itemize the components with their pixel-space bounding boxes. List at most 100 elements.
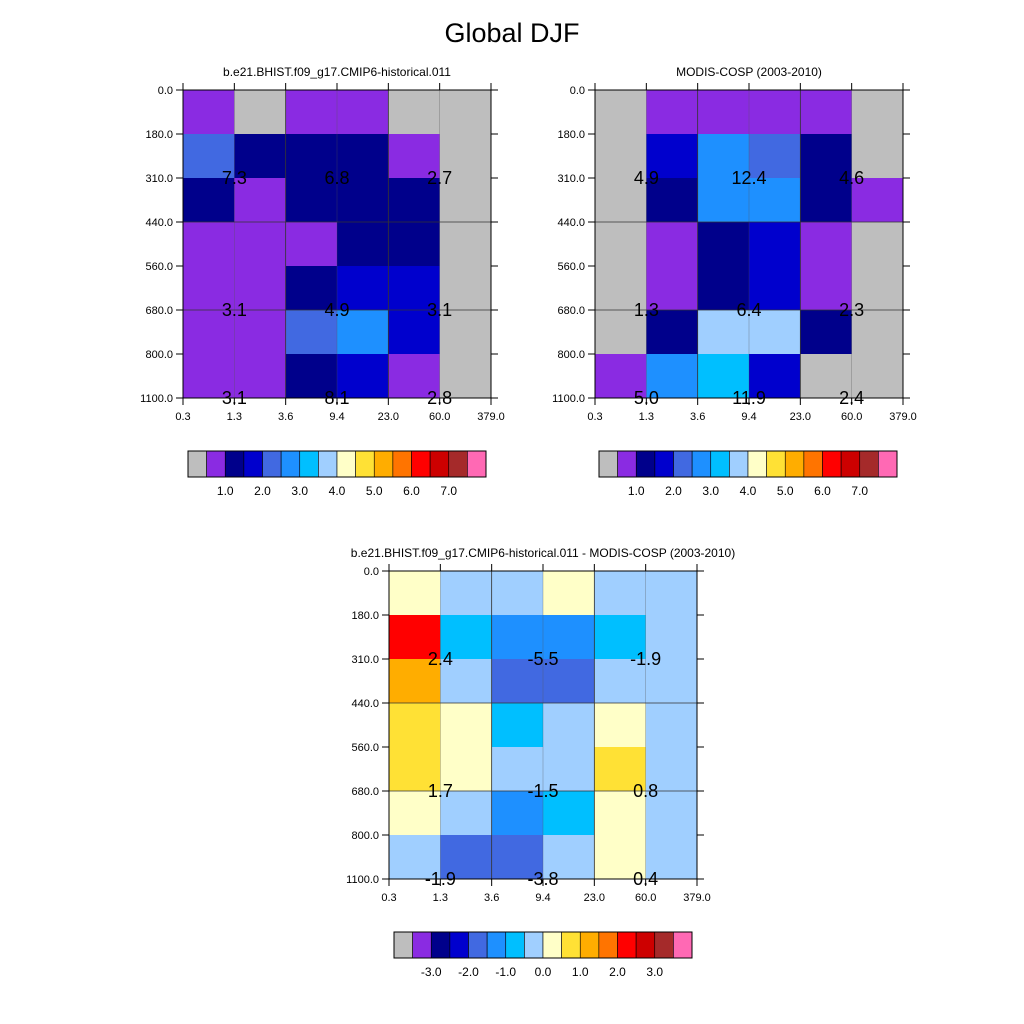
y-tick-label: 440.0: [557, 217, 585, 229]
heatmap-cell: [851, 310, 904, 355]
heatmap-cell: [388, 222, 441, 267]
heatmap-cell: [440, 835, 493, 880]
colorbar-label: -1.0: [495, 965, 516, 979]
heatmap-cell: [285, 266, 338, 311]
y-tick-label: 560.0: [145, 261, 173, 273]
data-label: 3.1: [222, 300, 247, 320]
colorbar-label: 1.0: [217, 484, 234, 498]
colorbar-box: [355, 450, 375, 478]
colorbar-box: [617, 450, 637, 478]
heatmap-cell: [389, 659, 441, 704]
x-tick-label: 1.3: [433, 892, 448, 904]
heatmap-cell: [697, 354, 750, 399]
y-tick-label: 310.0: [557, 173, 585, 185]
heatmap-cell: [595, 178, 647, 223]
colorbar-frame: [393, 931, 693, 959]
y-tick-label: 560.0: [557, 261, 585, 273]
x-tick-label: 0.3: [381, 892, 396, 904]
heatmap-cell: [234, 222, 287, 267]
heatmap-cell: [800, 178, 853, 223]
heatmap-cell: [595, 134, 647, 179]
heatmap-cell: [800, 354, 853, 399]
colorbar-label: 2.0: [254, 484, 271, 498]
heatmap-cell: [645, 571, 698, 616]
colorbar-label: 5.0: [366, 484, 383, 498]
heatmap-cell: [697, 178, 750, 223]
heatmap-cell: [543, 747, 595, 792]
data-label: 12.4: [731, 168, 766, 188]
colorbar-box: [187, 450, 207, 478]
heatmap-cell: [285, 310, 338, 355]
data-label: 8.1: [324, 388, 349, 408]
heatmap-cell: [337, 178, 389, 223]
x-tick-label: 9.4: [741, 411, 756, 423]
heatmap-cell: [800, 266, 853, 311]
data-label: 0.8: [633, 781, 658, 801]
x-tick-label: 379.0: [889, 411, 917, 423]
heatmap-cell: [439, 310, 492, 355]
x-tick-label: 60.0: [429, 411, 450, 423]
heatmap-cell: [543, 571, 595, 616]
y-tick-label: 0.0: [570, 85, 585, 97]
heatmap-cell: [234, 266, 287, 311]
data-label: 4.9: [634, 168, 659, 188]
heatmap-cell: [595, 310, 647, 355]
heatmap-cell: [234, 310, 287, 355]
heatmap-cell: [388, 310, 441, 355]
colorbar-box: [280, 450, 301, 478]
heatmap-cell: [697, 222, 750, 267]
heatmap-cell: [337, 134, 389, 179]
heatmap-cell: [337, 90, 389, 135]
colorbar-box: [468, 931, 488, 959]
heatmap-cell: [749, 178, 801, 223]
heatmap-cell: [439, 178, 492, 223]
data-label: -1.5: [527, 781, 558, 801]
heatmap-cell: [183, 222, 235, 267]
heatmap-cell: [439, 354, 492, 399]
data-label: 3.1: [427, 300, 452, 320]
data-label: 2.4: [428, 649, 453, 669]
heatmap-cell: [594, 703, 647, 748]
colorbar-label: 6.0: [814, 484, 831, 498]
colorbar-label: 5.0: [777, 484, 794, 498]
y-tick-label: 680.0: [145, 305, 173, 317]
data-label: -5.5: [527, 649, 558, 669]
heatmap-cell: [234, 178, 287, 223]
heatmap-cell: [645, 747, 698, 792]
heatmap-cell: [389, 791, 441, 836]
heatmap-cell: [851, 178, 904, 223]
colorbar-label: -2.0: [458, 965, 479, 979]
colorbar-box: [429, 450, 450, 478]
colorbar-label: 7.0: [851, 484, 868, 498]
heatmap-cell: [697, 134, 750, 179]
heatmap-cell: [645, 835, 698, 880]
colorbar-box: [206, 450, 226, 478]
heatmap-cell: [645, 703, 698, 748]
heatmap-cell: [749, 222, 801, 267]
data-label: 0.4: [633, 869, 658, 889]
colorbar-box: [673, 931, 693, 959]
colorbar-box: [262, 450, 282, 478]
heatmap-cell: [440, 659, 493, 704]
heatmap-cell: [646, 266, 699, 311]
colorbar-box: [392, 450, 412, 478]
heatmap-cell: [183, 178, 235, 223]
heatmap-cell: [594, 615, 647, 660]
heatmap-cell: [491, 703, 544, 748]
colorbar-label: 7.0: [440, 484, 457, 498]
heatmap-cell: [645, 659, 698, 704]
y-tick-label: 560.0: [351, 742, 379, 754]
heatmap-cell: [543, 835, 595, 880]
colorbar-box: [299, 450, 319, 478]
heatmap-cell: [285, 178, 338, 223]
y-tick-label: 1100.0: [140, 393, 173, 405]
colorbar-box: [747, 450, 767, 478]
heatmap-cell: [851, 90, 904, 135]
y-tick-label: 440.0: [351, 698, 379, 710]
heatmap-cell: [388, 354, 441, 399]
colorbar-label: 2.0: [609, 965, 626, 979]
y-tick-label: 1100.0: [552, 393, 585, 405]
colorbar-label: 4.0: [329, 484, 346, 498]
heatmap-cell: [594, 835, 647, 880]
heatmap-cell: [285, 354, 338, 399]
